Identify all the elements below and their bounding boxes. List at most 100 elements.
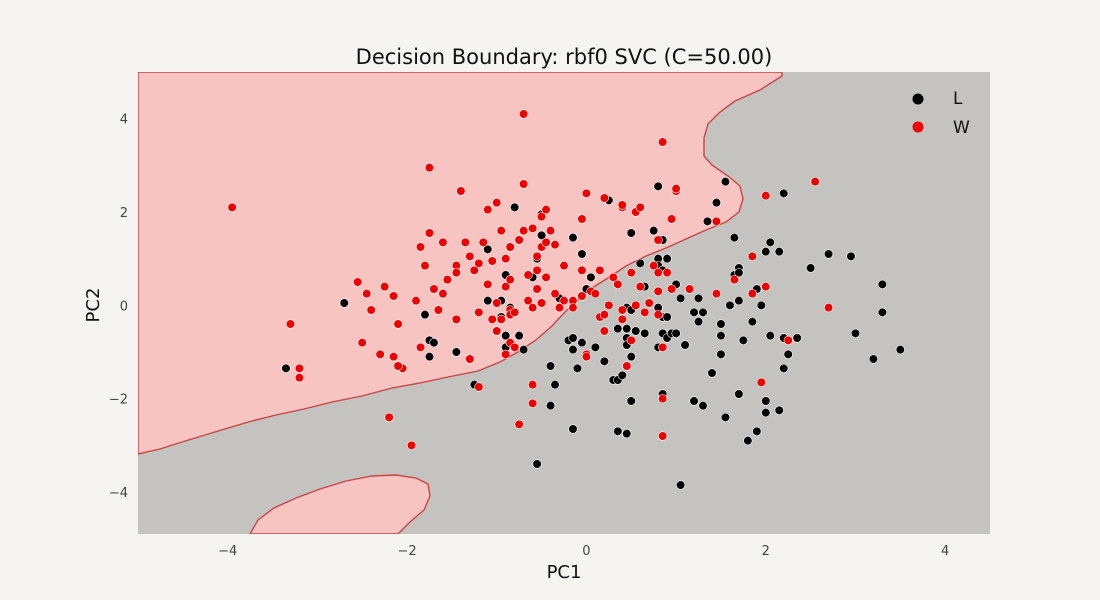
point-l [716, 331, 726, 341]
point-l [424, 352, 435, 362]
point-l [572, 363, 583, 373]
point-l [622, 324, 632, 334]
point-w [653, 286, 663, 296]
point-l [707, 368, 717, 378]
x-tick-label: −4 [218, 544, 237, 559]
region-w-lower [249, 474, 431, 534]
point-w [460, 237, 470, 247]
point-l [716, 349, 726, 359]
point-w [590, 289, 600, 299]
point-w [528, 223, 538, 233]
point-l [689, 396, 699, 406]
point-w [577, 214, 587, 224]
point-l [761, 408, 771, 418]
point-l [846, 251, 856, 261]
point-l [774, 405, 784, 415]
point-l [568, 345, 578, 355]
point-l [756, 300, 766, 310]
point-w [389, 352, 399, 362]
point-w [451, 268, 461, 278]
point-w [375, 349, 385, 359]
point-l [577, 338, 587, 348]
point-w [658, 394, 668, 404]
point-l [877, 279, 887, 289]
point-l [675, 480, 686, 490]
point-w [442, 275, 453, 285]
point-l [895, 345, 905, 355]
point-w [389, 291, 399, 301]
point-w [532, 251, 542, 261]
point-w [496, 314, 506, 324]
point-l [626, 396, 636, 406]
point-w [465, 354, 475, 364]
x-axis-label: PC1 [547, 562, 582, 583]
point-l [689, 307, 699, 317]
point-l [779, 363, 789, 373]
point-l [626, 352, 636, 362]
point-w [357, 338, 367, 348]
point-w [653, 235, 663, 245]
point-l [702, 216, 713, 226]
point-l [510, 202, 520, 212]
point-w [545, 226, 556, 236]
point-w [635, 202, 645, 212]
point-w [510, 342, 520, 352]
point-l [613, 426, 623, 436]
point-w [536, 298, 547, 308]
point-l [779, 188, 789, 198]
legend-l-marker [912, 93, 924, 105]
point-w [658, 342, 668, 352]
point-l [536, 230, 547, 240]
point-l [613, 324, 623, 334]
point-l [761, 247, 771, 257]
point-l [680, 340, 690, 350]
point-l [339, 298, 349, 308]
point-w [823, 303, 834, 313]
point-w [761, 282, 771, 292]
point-l [761, 396, 771, 406]
point-l [586, 272, 596, 282]
point-l [725, 300, 735, 310]
point-w [380, 282, 390, 292]
point-l [653, 181, 663, 191]
point-l [577, 249, 587, 259]
point-l [752, 426, 762, 436]
point-w [550, 240, 560, 250]
point-w [640, 307, 650, 317]
point-w [483, 205, 493, 215]
point-l [711, 198, 722, 208]
point-w [667, 284, 677, 294]
y-tick-label: 2 [120, 206, 128, 221]
point-w [711, 216, 722, 226]
point-w [554, 303, 565, 313]
point-l [532, 459, 542, 469]
point-w [626, 268, 636, 278]
point-w [761, 191, 771, 201]
point-w [519, 109, 529, 119]
point-l [590, 342, 600, 352]
point-l [734, 268, 744, 278]
point-w [644, 298, 654, 308]
point-w [384, 412, 394, 422]
y-tick-label: 0 [120, 299, 128, 314]
point-l [514, 331, 524, 341]
point-w [424, 163, 435, 173]
point-l [649, 226, 659, 236]
point-l [716, 319, 726, 329]
point-l [720, 412, 731, 422]
point-w [362, 289, 372, 299]
point-w [622, 361, 632, 371]
point-w [653, 268, 663, 278]
point-w [528, 398, 538, 408]
point-w [451, 314, 461, 324]
point-l [568, 424, 578, 434]
legend-w-marker [912, 121, 924, 133]
point-l [693, 293, 704, 303]
point-w [406, 440, 417, 450]
point-w [604, 300, 614, 310]
point-w [487, 256, 497, 266]
point-w [519, 226, 529, 236]
legend: L W [912, 89, 970, 138]
point-w [617, 314, 627, 324]
point-w [541, 237, 551, 247]
